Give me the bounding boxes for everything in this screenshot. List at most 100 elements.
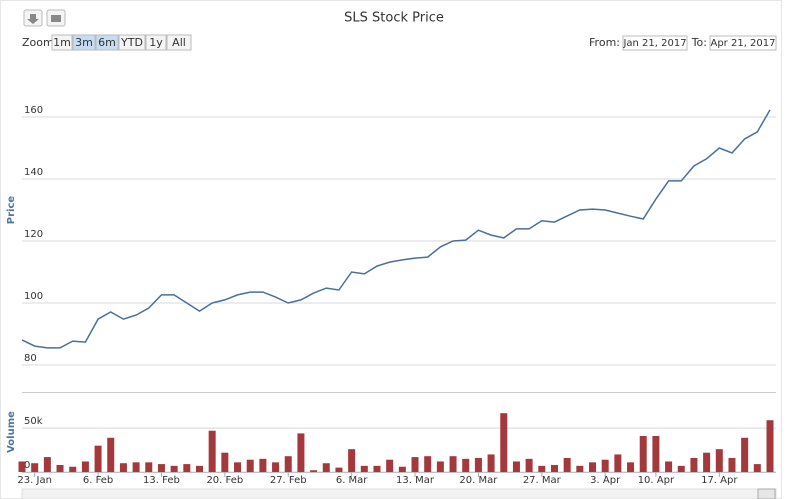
x-tick-label: 13. Feb [143,475,180,486]
volume-bar [297,433,305,472]
volume-bar [576,465,584,472]
to-input[interactable] [709,35,777,51]
volume-bar [107,437,115,472]
volume-bar [436,461,444,472]
y-tick-label: 120 [24,229,43,240]
zoom-button[interactable] [118,34,146,51]
volume-bar [310,470,318,472]
volume-bar [487,454,495,472]
volume-bar [81,461,89,472]
to-label: To: [691,36,707,49]
volume-bar [246,459,254,472]
y-tick-label: 0 [24,460,30,471]
volume-bar [284,456,292,472]
x-tick-label: 20. Feb [206,475,243,486]
x-tick-label: 23. Jan [17,475,52,486]
volume-bar [94,445,102,472]
volume-bar [550,464,558,472]
x-tick-label: 20. Mar [459,475,498,486]
volume-bar [589,462,597,472]
from-value: Jan 21, 2017 [622,38,686,49]
y-tick-label: 140 [24,167,43,178]
y-axis-title: Price [6,196,17,225]
volume-bar [500,413,508,472]
volume-bar [170,465,178,472]
volume-bar [614,454,622,472]
zoom-label: Zoom [22,36,54,49]
volume-bar [703,452,711,472]
zoom-button[interactable] [145,34,167,51]
zoom-button-label: YTD [120,36,143,49]
x-tick-label: 6. Mar [336,475,368,486]
x-tick-label: 27. Feb [270,475,307,486]
volume-bar [132,462,140,472]
volume-bar [474,457,482,472]
volume-bar [360,465,368,472]
volume-bar [398,466,406,472]
volume-bar [373,465,381,472]
y-tick-label: 160 [24,105,43,116]
scrollbar-handle[interactable] [757,488,776,499]
volume-bar [208,430,216,472]
volume-bar [157,464,165,472]
volume-bar [563,457,571,472]
volume-bar [538,465,546,472]
chart-title: SLS Stock Price [344,11,444,26]
x-tick-label: 6. Feb [83,475,113,486]
volume-bar [119,463,127,472]
volume-bar [753,464,761,472]
zoom-button[interactable] [166,34,192,51]
from-label: From: [589,36,620,49]
volume-bar [411,457,419,472]
to-value: Apr 21, 2017 [710,38,775,49]
volume-bar [677,465,685,472]
volume-bar [145,462,153,472]
volume-bar [43,457,51,472]
zoom-button[interactable] [95,34,119,51]
volume-bar [766,420,774,472]
volume-axis-title: Volume [6,411,17,453]
volume-bar [601,459,609,472]
download-icon [27,14,39,24]
volume-bar [728,457,736,472]
volume-bar [272,462,280,472]
x-tick-label: 13. Mar [396,475,435,486]
volume-bar [652,436,660,472]
y-tick-label: 100 [24,291,43,302]
volume-bar [31,463,39,472]
volume-bar [322,463,330,472]
x-tick-label: 10. Apr [638,475,675,486]
volume-bar [627,462,635,472]
volume-bar [715,449,723,472]
volume-bar [195,465,203,472]
zoom-button[interactable] [51,34,73,51]
from-input[interactable] [622,35,688,51]
volume-bar [56,464,64,472]
volume-bar [639,436,647,472]
volume-bar [512,461,520,472]
x-tick-label: 27. Mar [523,475,562,486]
export-buttons[interactable] [23,9,66,27]
volume-bar [741,437,749,472]
zoom-button-label: 1m [53,36,71,49]
zoom-button-label: 6m [98,36,116,49]
navigator[interactable] [21,488,777,499]
volume-bar [462,458,470,472]
volume-bar [259,458,267,472]
volume-bar [449,456,457,472]
volume-bar [234,462,242,472]
volume-bar [665,461,673,472]
y-tick-label: 80 [24,353,37,364]
zoom-button[interactable] [72,34,96,51]
price-line [21,109,771,349]
x-tick-label: 3. Apr [590,475,621,486]
volume-bar [386,459,394,472]
volume-bar [18,461,26,472]
volume-bar [69,466,77,472]
zoom-button-label: All [172,36,186,49]
volume-bar [221,452,229,472]
x-tick-label: 17. Apr [701,475,738,486]
volume-bar [348,449,356,472]
